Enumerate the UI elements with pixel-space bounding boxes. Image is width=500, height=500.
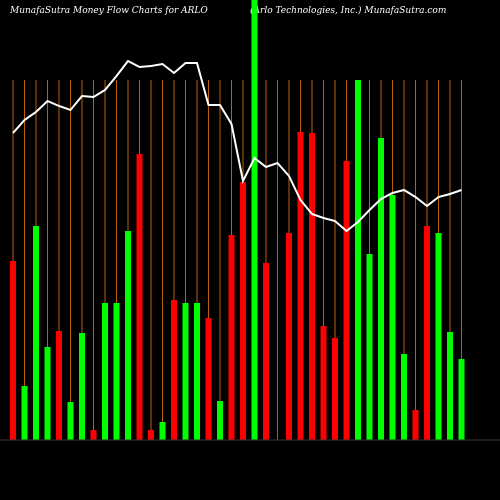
bar bbox=[102, 303, 108, 440]
bar bbox=[297, 132, 304, 440]
bar bbox=[389, 195, 396, 440]
bar bbox=[194, 303, 200, 440]
bar bbox=[355, 80, 361, 440]
bar bbox=[33, 226, 39, 440]
bar bbox=[263, 263, 269, 440]
bar bbox=[56, 331, 62, 440]
bar bbox=[90, 430, 97, 440]
bar bbox=[366, 254, 373, 440]
chart-subtitle: (Arlo Technologies, Inc.) MunafaSutra.co… bbox=[250, 5, 446, 16]
bar bbox=[412, 410, 419, 440]
bar bbox=[447, 332, 453, 440]
bar bbox=[21, 386, 28, 440]
bar bbox=[136, 154, 143, 440]
bar bbox=[286, 233, 292, 440]
bar bbox=[67, 402, 74, 440]
bar bbox=[113, 303, 120, 440]
bar bbox=[332, 338, 338, 440]
bar bbox=[10, 261, 16, 440]
bar bbox=[205, 318, 212, 440]
bar bbox=[182, 303, 189, 440]
bar bbox=[159, 422, 166, 440]
bar bbox=[435, 233, 442, 440]
bar bbox=[240, 182, 246, 440]
bar bbox=[401, 354, 407, 440]
bar bbox=[44, 347, 51, 440]
bar bbox=[171, 300, 177, 440]
bar bbox=[79, 333, 85, 440]
bar bbox=[343, 161, 350, 440]
bar bbox=[458, 359, 465, 440]
bar bbox=[217, 401, 223, 440]
bar bbox=[378, 138, 384, 440]
bar bbox=[228, 235, 235, 440]
bar bbox=[320, 326, 327, 440]
bar bbox=[148, 430, 154, 440]
money-flow-line bbox=[12, 59, 462, 233]
bar bbox=[424, 226, 430, 440]
bar bbox=[125, 231, 131, 440]
bar bbox=[251, 0, 258, 440]
bar bbox=[309, 133, 315, 440]
chart-title: MunafaSutra Money Flow Charts for ARLO bbox=[9, 6, 208, 16]
